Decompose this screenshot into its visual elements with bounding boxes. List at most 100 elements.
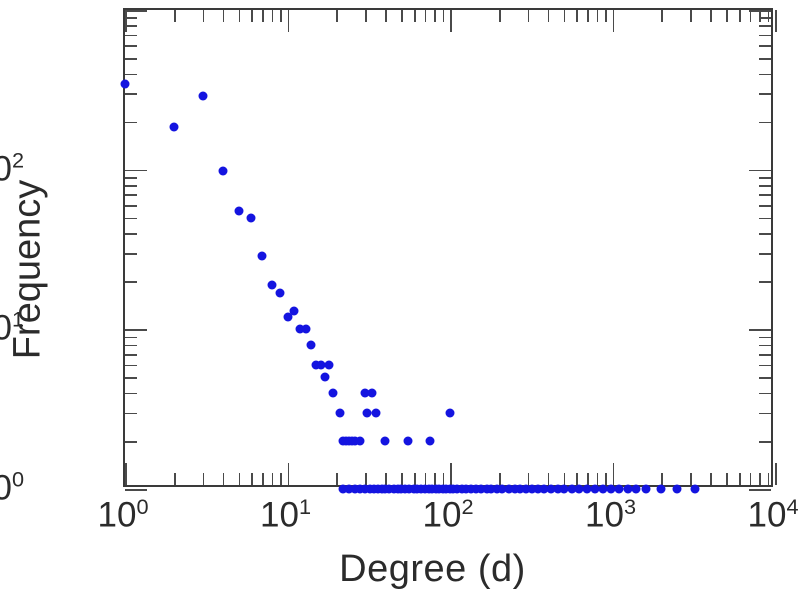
- axis-minor-tick: [759, 194, 771, 196]
- axis-minor-tick: [202, 473, 205, 485]
- axis-major-tick: [125, 329, 147, 331]
- axis-minor-tick: [759, 45, 771, 47]
- axis-minor-tick: [125, 194, 137, 196]
- data-point: [690, 484, 700, 494]
- data-point: [355, 436, 365, 446]
- axis-major-tick: [612, 463, 615, 485]
- data-point: [328, 388, 338, 398]
- data-point: [641, 484, 651, 494]
- axis-minor-tick: [173, 473, 176, 485]
- axis-minor-tick: [498, 473, 501, 485]
- axis-major-tick: [287, 463, 290, 485]
- data-point: [486, 484, 496, 494]
- x-axis-title: Degree (d): [0, 548, 805, 591]
- axis-major-tick: [775, 463, 777, 485]
- axis-minor-tick: [759, 344, 771, 347]
- axis-major-tick: [125, 10, 147, 12]
- axis-minor-tick: [125, 176, 137, 179]
- axis-minor-tick: [738, 10, 741, 22]
- axis-major-tick: [287, 10, 290, 32]
- data-point: [471, 484, 481, 494]
- axis-major-tick: [125, 463, 127, 485]
- axis-minor-tick: [125, 205, 137, 207]
- axis-minor-tick: [365, 473, 367, 485]
- axis-minor-tick: [759, 412, 771, 415]
- axis-major-tick: [450, 10, 452, 32]
- axis-minor-tick: [424, 10, 427, 22]
- data-point: [656, 484, 666, 494]
- data-point: [367, 388, 377, 398]
- axis-minor-tick: [547, 10, 550, 22]
- data-point: [384, 484, 394, 494]
- axis-minor-tick: [759, 121, 771, 124]
- x-tick-label: 102: [422, 494, 474, 535]
- axis-minor-tick: [605, 10, 607, 22]
- axis-minor-tick: [271, 10, 274, 22]
- axis-minor-tick: [125, 364, 137, 367]
- x-tick-label: 103: [585, 494, 636, 535]
- axis-minor-tick: [424, 473, 427, 485]
- axis-minor-tick: [271, 473, 274, 485]
- axis-minor-tick: [434, 473, 436, 485]
- axis-minor-tick: [710, 473, 712, 485]
- data-point: [324, 360, 334, 370]
- axis-minor-tick: [125, 377, 137, 379]
- data-point: [623, 484, 633, 494]
- y-tick-label: 101: [0, 307, 24, 348]
- axis-minor-tick: [759, 176, 771, 179]
- data-point: [482, 484, 492, 494]
- axis-minor-tick: [125, 217, 137, 220]
- data-point: [295, 324, 305, 334]
- axis-minor-tick: [280, 473, 282, 485]
- axis-minor-tick: [759, 364, 771, 367]
- axis-minor-tick: [759, 440, 771, 443]
- axis-minor-tick: [563, 10, 566, 22]
- axis-minor-tick: [596, 10, 599, 22]
- axis-minor-tick: [125, 185, 137, 187]
- data-point: [350, 484, 360, 494]
- data-point: [598, 484, 608, 494]
- axis-major-tick: [612, 10, 615, 32]
- data-point: [614, 484, 624, 494]
- data-point: [567, 484, 577, 494]
- axis-minor-tick: [759, 281, 771, 283]
- data-point: [404, 484, 414, 494]
- axis-minor-tick: [759, 25, 771, 28]
- axis-minor-tick: [413, 473, 416, 485]
- axis-minor-tick: [726, 473, 728, 485]
- data-point: [445, 408, 455, 418]
- x-axis-title-text: Degree (d): [339, 548, 526, 590]
- data-point: [234, 206, 244, 216]
- x-tick-label: 104: [747, 494, 799, 535]
- data-point: [350, 436, 360, 446]
- axis-major-tick: [775, 10, 777, 32]
- axis-minor-tick: [759, 17, 771, 19]
- data-point: [311, 360, 321, 370]
- axis-minor-tick: [125, 253, 137, 255]
- axis-minor-tick: [527, 473, 530, 485]
- axis-minor-tick: [385, 473, 387, 485]
- axis-minor-tick: [125, 354, 137, 356]
- data-point: [553, 484, 563, 494]
- axis-minor-tick: [661, 473, 663, 485]
- data-point: [301, 324, 311, 334]
- axis-minor-tick: [759, 10, 761, 22]
- axis-major-tick: [749, 329, 771, 331]
- axis-minor-tick: [365, 10, 367, 22]
- axis-minor-tick: [759, 34, 771, 37]
- data-point: [257, 251, 267, 260]
- axis-minor-tick: [336, 473, 338, 485]
- data-point: [275, 288, 285, 298]
- data-point: [533, 484, 543, 494]
- data-point: [403, 436, 413, 446]
- data-point: [389, 484, 399, 494]
- axis-minor-tick: [576, 473, 579, 485]
- data-point: [492, 484, 502, 494]
- axis-minor-tick: [125, 281, 137, 283]
- axis-minor-tick: [251, 473, 254, 485]
- data-point: [521, 484, 531, 494]
- axis-minor-tick: [605, 473, 607, 485]
- data-point: [380, 436, 390, 446]
- plot-area: [120, 8, 777, 494]
- axis-minor-tick: [336, 10, 338, 22]
